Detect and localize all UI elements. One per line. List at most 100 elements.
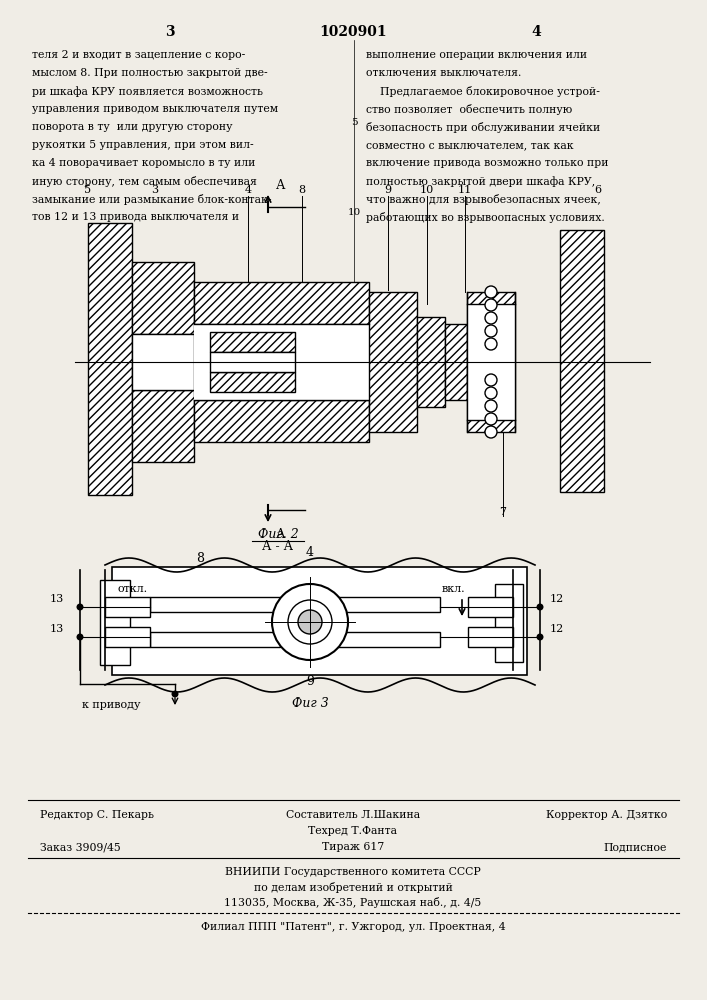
Text: 9: 9 (306, 675, 314, 688)
Circle shape (485, 426, 497, 438)
Circle shape (298, 610, 322, 634)
Circle shape (485, 299, 497, 311)
Circle shape (485, 312, 497, 324)
Text: откл.: откл. (118, 584, 148, 594)
Text: А: А (276, 528, 286, 541)
Text: Техред Т.Фанта: Техред Т.Фанта (308, 826, 397, 836)
Text: работающих во взрывоопасных условиях.: работающих во взрывоопасных условиях. (366, 212, 604, 223)
Text: 10: 10 (420, 185, 434, 195)
Bar (560, 230, 604, 492)
Text: 12: 12 (550, 594, 564, 604)
Text: 113035, Москва, Ж-35, Раушская наб., д. 4/5: 113035, Москва, Ж-35, Раушская наб., д. … (224, 897, 481, 908)
Text: отключения выключателя.: отключения выключателя. (366, 68, 521, 78)
Bar (150, 632, 280, 647)
Text: Тираж 617: Тираж 617 (322, 842, 384, 852)
Text: полностью закрытой двери шкафа КРУ,: полностью закрытой двери шкафа КРУ, (366, 176, 595, 187)
Text: 3: 3 (151, 185, 158, 195)
Text: 4: 4 (306, 546, 314, 559)
Text: 5: 5 (84, 185, 92, 195)
Bar (100, 580, 130, 665)
Text: 10: 10 (347, 208, 361, 217)
Bar (468, 597, 513, 617)
Circle shape (272, 584, 348, 660)
Bar (132, 262, 194, 334)
Bar (369, 292, 417, 432)
Text: по делам изобретений и открытий: по делам изобретений и открытий (254, 882, 452, 893)
Text: Подписное: Подписное (604, 842, 667, 852)
Bar (210, 352, 295, 372)
Text: 7: 7 (500, 507, 506, 517)
Text: 13: 13 (49, 594, 64, 604)
Text: безопасность при обслуживании ячейки: безопасность при обслуживании ячейки (366, 122, 600, 133)
Bar (468, 627, 513, 647)
Text: управления приводом выключателя путем: управления приводом выключателя путем (32, 104, 278, 114)
Text: 8: 8 (298, 185, 305, 195)
Bar (150, 597, 280, 612)
Text: совместно с выключателем, так как: совместно с выключателем, так как (366, 140, 573, 150)
Text: мыслом 8. При полностью закрытой две-: мыслом 8. При полностью закрытой две- (32, 68, 268, 78)
Bar (132, 334, 194, 390)
Text: 6: 6 (595, 185, 602, 195)
Text: включение привода возможно только при: включение привода возможно только при (366, 158, 609, 168)
Text: Составитель Л.Шакина: Составитель Л.Шакина (286, 810, 420, 820)
Bar (105, 627, 150, 647)
Circle shape (485, 400, 497, 412)
Text: ка 4 поворачивает коромысло в ту или: ка 4 поворачивает коромысло в ту или (32, 158, 255, 168)
Text: ство позволяет  обеспечить полную: ство позволяет обеспечить полную (366, 104, 572, 115)
Text: Заказ 3909/45: Заказ 3909/45 (40, 842, 121, 852)
Text: 4: 4 (245, 185, 252, 195)
Text: Редактор С. Пекарь: Редактор С. Пекарь (40, 810, 154, 820)
Bar (88, 223, 132, 495)
Text: тов 12 и 13 привода выключателя и: тов 12 и 13 привода выключателя и (32, 212, 239, 222)
Circle shape (288, 600, 332, 644)
Bar (335, 597, 440, 612)
Text: А - А: А - А (262, 540, 293, 553)
Text: ри шкафа КРУ появляется возможность: ри шкафа КРУ появляется возможность (32, 86, 263, 97)
Bar (335, 632, 440, 647)
Text: поворота в ту  или другую сторону: поворота в ту или другую сторону (32, 122, 233, 132)
Text: рукоятки 5 управления, при этом вил-: рукоятки 5 управления, при этом вил- (32, 140, 254, 150)
Bar (194, 324, 369, 400)
Text: 13: 13 (49, 624, 64, 634)
Circle shape (485, 387, 497, 399)
Bar (467, 292, 515, 432)
Bar (210, 332, 295, 352)
Circle shape (485, 325, 497, 337)
Text: иную сторону, тем самым обеспечивая: иную сторону, тем самым обеспечивая (32, 176, 257, 187)
Circle shape (76, 603, 83, 610)
Text: замыкание или размыкание блок-контак-: замыкание или размыкание блок-контак- (32, 194, 271, 205)
Bar (105, 597, 150, 617)
Bar (417, 317, 445, 407)
Circle shape (76, 634, 83, 641)
Text: Корректор А. Дзятко: Корректор А. Дзятко (546, 810, 667, 820)
Bar (112, 567, 527, 675)
Circle shape (485, 413, 497, 425)
Bar (194, 400, 369, 442)
Text: вкл.: вкл. (442, 584, 466, 594)
Circle shape (485, 374, 497, 386)
Text: Филиал ППП "Патент", г. Ужгород, ул. Проектная, 4: Филиал ППП "Патент", г. Ужгород, ул. Про… (201, 922, 506, 932)
Text: 1020901: 1020901 (319, 25, 387, 39)
Text: 9: 9 (385, 185, 392, 195)
Text: Фиг 3: Фиг 3 (291, 697, 328, 710)
Bar (495, 584, 523, 662)
Text: 8: 8 (196, 552, 204, 565)
Text: Фиг. 2: Фиг. 2 (257, 528, 298, 541)
Text: Предлагаемое блокировочное устрой-: Предлагаемое блокировочное устрой- (366, 86, 600, 97)
Text: теля 2 и входит в зацепление с коро-: теля 2 и входит в зацепление с коро- (32, 50, 245, 60)
Circle shape (485, 338, 497, 350)
Bar (445, 324, 467, 400)
Bar (210, 372, 295, 392)
Text: 4: 4 (531, 25, 541, 39)
Circle shape (485, 286, 497, 298)
Text: что важно для взрывобезопасных ячеек,: что важно для взрывобезопасных ячеек, (366, 194, 601, 205)
Text: 11: 11 (458, 185, 472, 195)
Text: выполнение операции включения или: выполнение операции включения или (366, 50, 587, 60)
Text: 5: 5 (351, 118, 357, 127)
Text: 12: 12 (550, 624, 564, 634)
Bar (467, 304, 515, 420)
Text: к приводу: к приводу (82, 700, 141, 710)
Bar (132, 390, 194, 462)
Text: 3: 3 (165, 25, 175, 39)
Circle shape (172, 690, 178, 698)
